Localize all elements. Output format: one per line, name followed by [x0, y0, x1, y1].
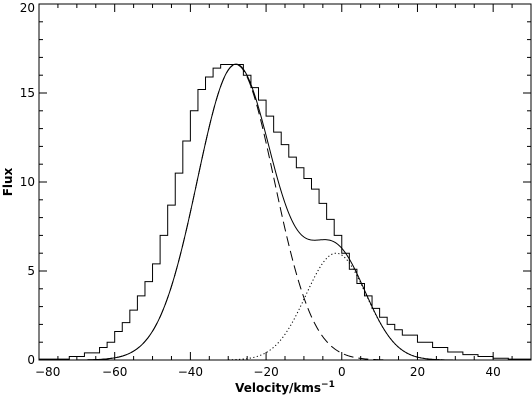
x-tick-label: −80 [35, 365, 60, 379]
y-tick-label: 10 [20, 175, 35, 189]
x-tick-label: 0 [338, 365, 346, 379]
series-dashed-component [87, 64, 385, 361]
x-tick-labels: −80 −60 −40 −20 0 20 40 [35, 365, 501, 379]
series-dotted-component [228, 252, 444, 361]
y-tick-label: 5 [27, 264, 35, 278]
x-axis-title: Velocity/kms−1 [235, 380, 335, 395]
y-tick-label: 0 [27, 353, 35, 367]
x-tick-label: 40 [486, 365, 501, 379]
x-tick-label: 20 [410, 365, 425, 379]
x-tick-label: −60 [102, 365, 127, 379]
y-tick-labels: 0 5 10 15 20 [20, 1, 35, 367]
series-total-fit [39, 63, 531, 361]
tick-marks [38, 3, 532, 361]
histogram-steps [39, 64, 531, 360]
y-tick-label: 15 [20, 86, 35, 100]
plot-frame [38, 3, 532, 361]
y-axis-title: Flux [1, 167, 15, 196]
x-tick-label: −20 [253, 365, 278, 379]
y-tick-label: 20 [20, 1, 35, 15]
x-axis-title-superscript: −1 [321, 380, 335, 390]
x-tick-label: −40 [178, 365, 203, 379]
